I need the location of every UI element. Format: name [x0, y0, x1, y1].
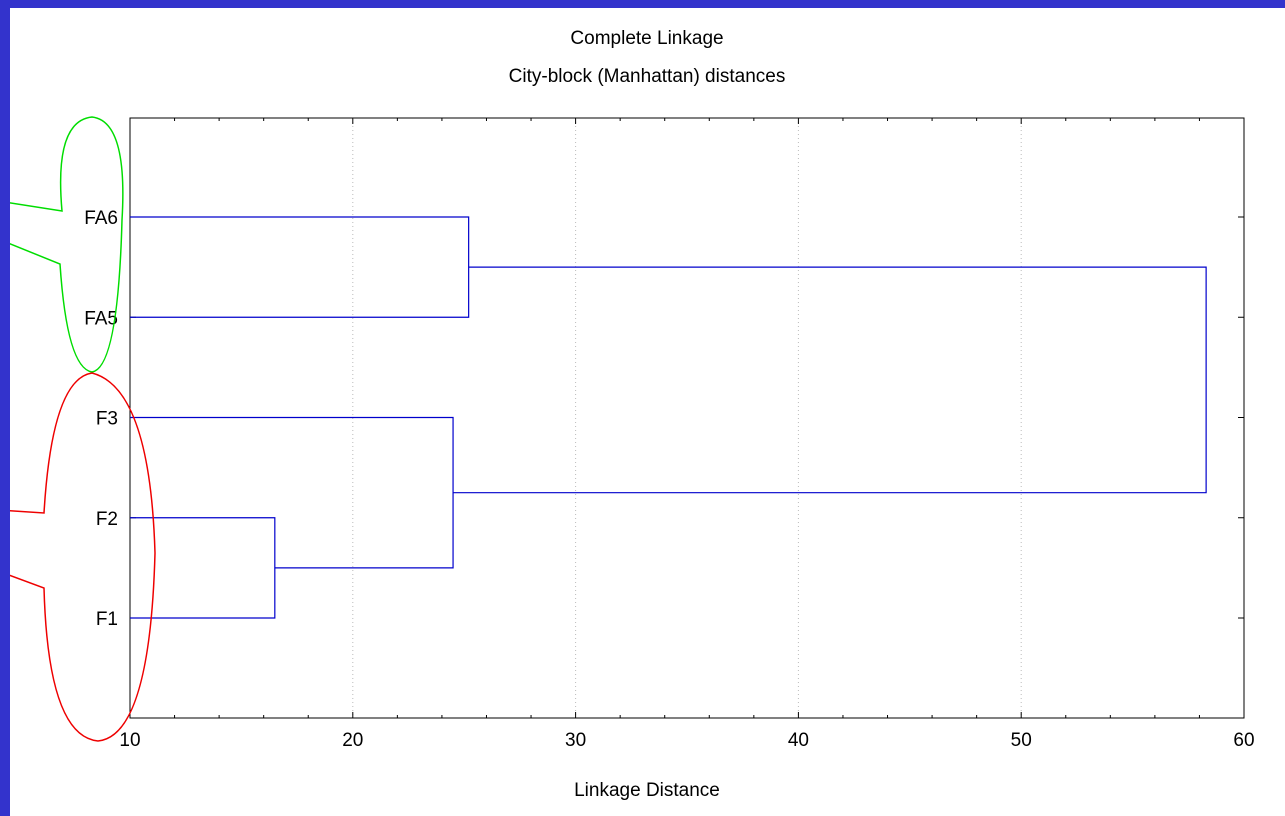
x-tick-label: 50	[1011, 730, 1032, 751]
highlight-ellipse-fa	[10, 116, 124, 373]
group-highlights	[10, 116, 156, 742]
chart-frame: Complete Linkage City-block (Manhattan) …	[10, 8, 1285, 816]
chart-subtitle: City-block (Manhattan) distances	[509, 66, 786, 87]
leaf-label: F3	[96, 409, 118, 430]
chart-title: Complete Linkage	[570, 28, 723, 49]
dendrogram-links	[130, 216, 1207, 619]
leaf-label: F1	[96, 609, 118, 630]
dendrogram-link	[130, 216, 470, 318]
dendrogram-link	[453, 266, 1207, 494]
leaf-label: FA5	[84, 308, 118, 329]
highlight-ellipse-f	[10, 372, 156, 742]
leaf-label: F2	[96, 509, 118, 530]
dendrogram-chart: Complete Linkage City-block (Manhattan) …	[10, 28, 1255, 801]
leaf-label: FA6	[84, 208, 118, 229]
x-tick-label: 30	[565, 730, 586, 751]
x-tick-label: 60	[1233, 730, 1254, 751]
x-tick-labels: 10 20 30 40 50 60	[119, 730, 1254, 751]
x-tick-label: 10	[119, 730, 140, 751]
x-axis-label: Linkage Distance	[574, 780, 720, 801]
dendrogram-link	[130, 517, 276, 619]
x-tick-label: 40	[788, 730, 809, 751]
x-tick-label: 20	[342, 730, 363, 751]
leaf-labels: FA6 FA5 F3 F2 F1	[84, 208, 118, 630]
dendrogram-link	[130, 416, 454, 569]
